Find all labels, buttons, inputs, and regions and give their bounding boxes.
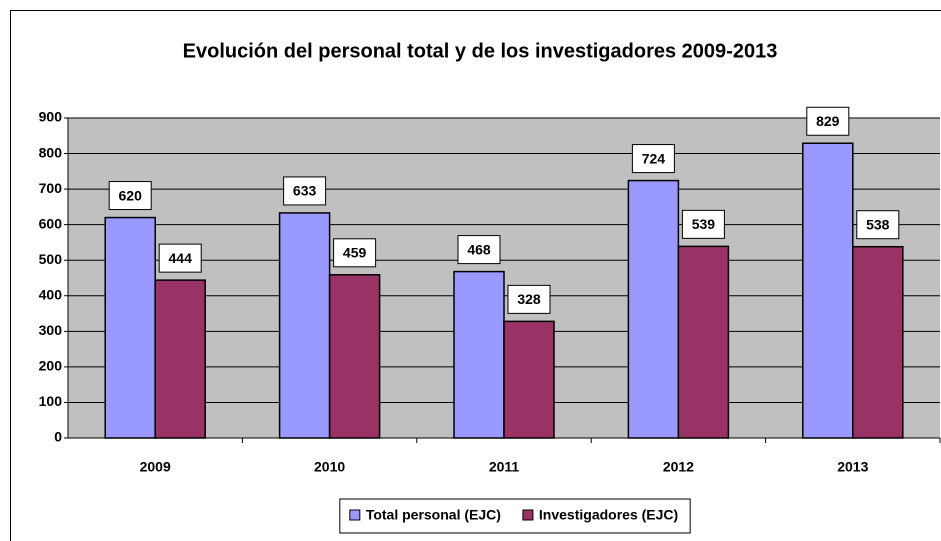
x-tick-label: 2013 bbox=[837, 459, 868, 475]
bar bbox=[802, 142, 854, 439]
y-tick-label: 300 bbox=[39, 322, 63, 338]
bar bbox=[627, 179, 680, 439]
value-label-box bbox=[631, 144, 675, 174]
bar bbox=[852, 245, 904, 439]
x-tick-label: 2011 bbox=[489, 459, 520, 475]
bar bbox=[503, 320, 555, 439]
x-tick-label: 2009 bbox=[140, 459, 171, 475]
value-label: 620 bbox=[119, 187, 143, 203]
x-tick-label: 2010 bbox=[314, 459, 345, 475]
value-label-box bbox=[283, 176, 327, 206]
y-tick-label: 800 bbox=[39, 144, 63, 160]
value-label: 633 bbox=[293, 183, 317, 199]
chart-title: Evolución del personal total y de los in… bbox=[183, 40, 778, 62]
x-tick-label: 2012 bbox=[663, 459, 694, 475]
legend-label: Total personal (EJC) bbox=[366, 507, 501, 523]
bar bbox=[154, 279, 206, 439]
bar bbox=[278, 212, 331, 439]
y-tick-label: 700 bbox=[39, 180, 63, 196]
y-tick-label: 500 bbox=[39, 251, 63, 267]
value-label: 724 bbox=[642, 150, 666, 166]
bar bbox=[453, 270, 505, 439]
value-label-box bbox=[507, 284, 551, 314]
value-label-box bbox=[457, 235, 501, 265]
legend: Total personal (EJC) Investigadores (EJC) bbox=[339, 498, 691, 534]
y-tick-label: 200 bbox=[39, 358, 63, 374]
y-tick-label: 400 bbox=[39, 286, 63, 302]
value-label: 468 bbox=[467, 241, 491, 257]
legend-swatch bbox=[522, 509, 534, 521]
value-label-box bbox=[681, 209, 725, 239]
bar bbox=[677, 245, 730, 439]
value-label: 538 bbox=[866, 216, 890, 232]
legend-box bbox=[339, 498, 691, 534]
value-label: 459 bbox=[343, 245, 367, 261]
y-tick-label: 900 bbox=[39, 109, 63, 125]
value-label-box bbox=[108, 181, 152, 211]
legend-label: Investigadores (EJC) bbox=[539, 507, 678, 523]
bar bbox=[104, 216, 156, 439]
bar bbox=[328, 274, 381, 439]
value-label: 539 bbox=[692, 216, 716, 232]
y-tick-label: 0 bbox=[54, 429, 62, 445]
legend-swatch bbox=[349, 509, 361, 521]
value-label-box bbox=[856, 210, 900, 240]
value-label: 829 bbox=[816, 113, 840, 129]
value-label-box bbox=[158, 243, 202, 273]
y-tick-label: 100 bbox=[39, 393, 63, 409]
value-label: 444 bbox=[169, 250, 193, 266]
value-label-box bbox=[806, 106, 850, 136]
value-label: 328 bbox=[517, 291, 541, 307]
y-tick-label: 600 bbox=[39, 215, 63, 231]
value-label-box bbox=[333, 238, 377, 268]
